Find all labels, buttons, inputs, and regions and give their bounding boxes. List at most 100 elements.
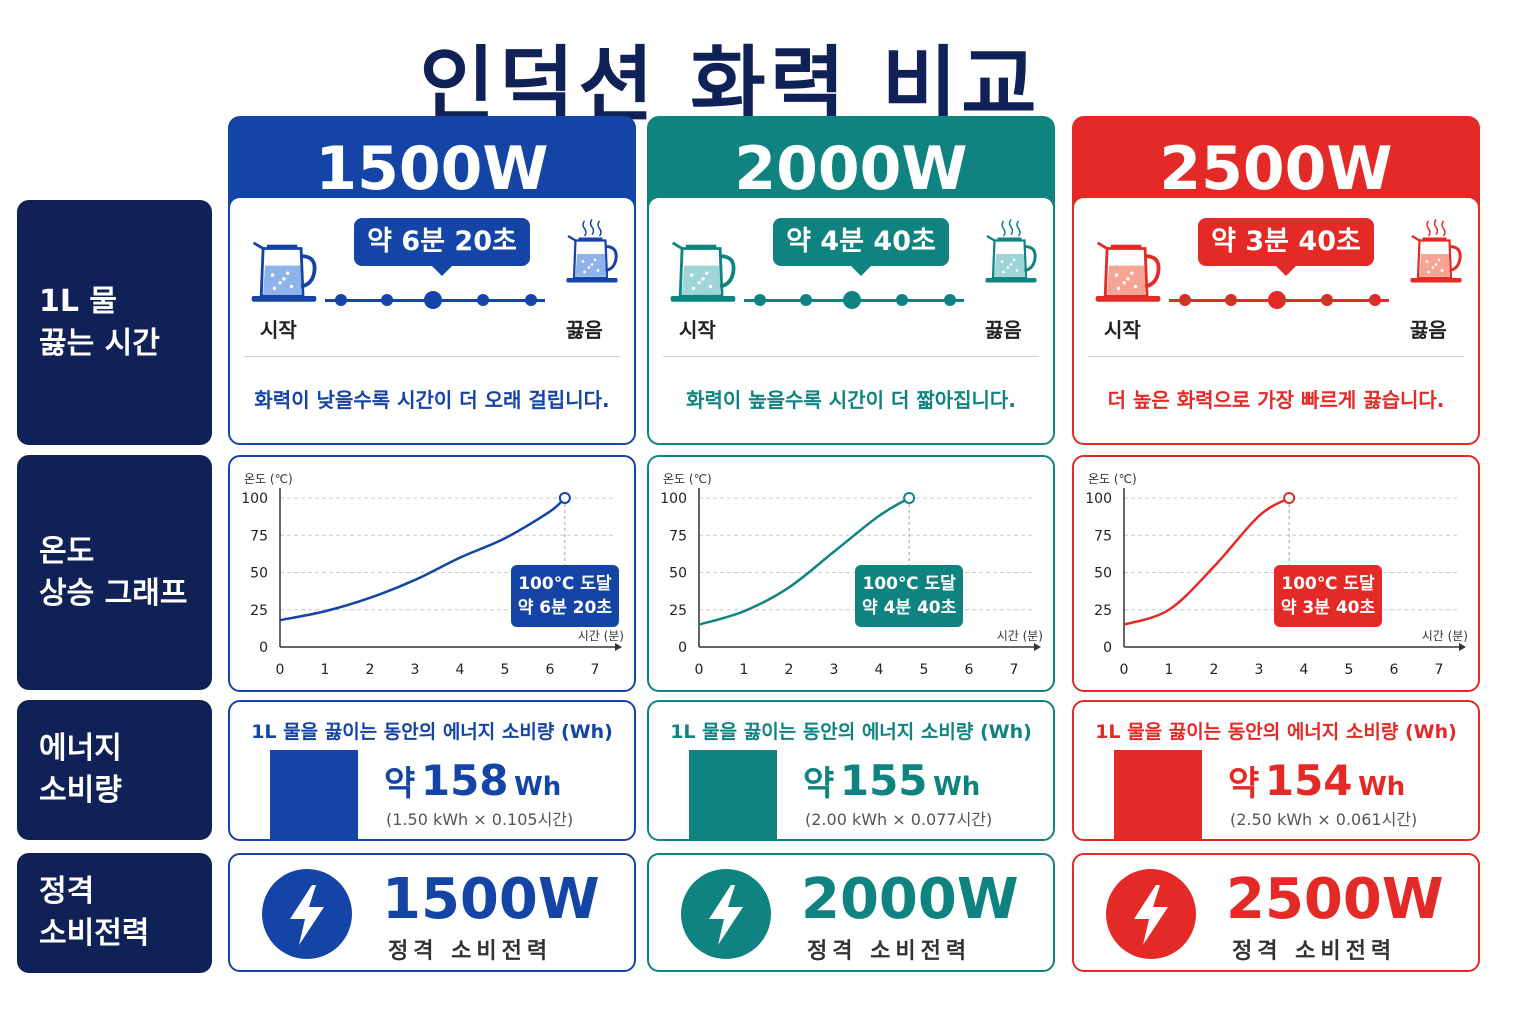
timeline-dot bbox=[335, 294, 347, 306]
energy-value: 약 158 Wh bbox=[384, 756, 561, 805]
x-tick-label: 4 bbox=[1300, 662, 1309, 678]
timeline-dot bbox=[424, 291, 442, 309]
boil-label: 끓음 bbox=[1410, 318, 1447, 342]
x-tick-label: 6 bbox=[1390, 662, 1399, 678]
energy-bar bbox=[270, 750, 358, 839]
y-axis-label: 온도 (℃) bbox=[663, 472, 712, 486]
timeline-dot bbox=[477, 294, 489, 306]
rated-power-label: 정격 소비전력 bbox=[1232, 939, 1397, 964]
start-label: 시작 bbox=[260, 318, 297, 342]
x-axis-label: 시간 (분) bbox=[578, 629, 624, 643]
energy-title: 1L 물을 끓이는 동안의 에너지 소비량 (Wh) bbox=[670, 721, 1032, 743]
boil-point-marker bbox=[903, 492, 916, 504]
x-tick-label: 5 bbox=[920, 662, 929, 678]
y-tick-label: 25 bbox=[669, 603, 687, 619]
y-tick-label: 75 bbox=[1094, 528, 1112, 544]
boil-point-marker bbox=[558, 492, 571, 504]
y-axis-label: 온도 (℃) bbox=[1088, 472, 1137, 486]
boil-time-card: 시작 끓음 약 3분 40초 더 높은 화력으로 가장 빠르게 끓습니다. bbox=[1072, 196, 1480, 445]
temperature-series-line bbox=[279, 497, 566, 622]
x-tick-label: 6 bbox=[965, 662, 974, 678]
y-tick-label: 25 bbox=[250, 603, 268, 619]
x-axis-label: 시간 (분) bbox=[997, 629, 1043, 643]
divider bbox=[663, 356, 1039, 357]
y-tick-label: 50 bbox=[669, 566, 687, 582]
timeline-dot bbox=[1179, 294, 1191, 306]
y-tick-label: 50 bbox=[1094, 566, 1112, 582]
row-label-line: 1L 물 bbox=[39, 283, 118, 319]
kettle-start-icon bbox=[1090, 220, 1166, 308]
x-tick-label: 7 bbox=[1435, 662, 1444, 678]
x-tick-label: 2 bbox=[366, 662, 375, 678]
row-label-line: 에너지 bbox=[39, 731, 122, 766]
timeline-dot bbox=[1321, 294, 1333, 306]
rated-power-label: 정격 소비전력 bbox=[807, 939, 972, 964]
x-tick-label: 3 bbox=[830, 662, 839, 678]
boil-point-marker bbox=[1283, 492, 1296, 504]
x-tick-label: 7 bbox=[1010, 662, 1019, 678]
y-tick-label: 0 bbox=[678, 640, 687, 656]
timeline bbox=[744, 291, 964, 309]
row-label-line: 온도 bbox=[39, 533, 95, 569]
energy-card: 1L 물을 끓이는 동안의 에너지 소비량 (Wh) 약 155 Wh (2.00 … bbox=[647, 700, 1055, 841]
energy-title: 1L 물을 끓이는 동안의 에너지 소비량 (Wh) bbox=[1095, 721, 1457, 743]
reach-annotation: 100℃ 도달 약 4분 40초 bbox=[855, 565, 964, 627]
energy-approx: 약 bbox=[384, 764, 416, 804]
kettle-boiling-icon bbox=[981, 218, 1041, 288]
y-tick-label: 25 bbox=[1094, 603, 1112, 619]
energy-formula: (2.00 kWh × 0.077시간) bbox=[805, 810, 993, 829]
energy-unit: Wh bbox=[933, 772, 981, 802]
energy-approx: 약 bbox=[803, 764, 835, 804]
temperature-chart-card: 온도 (℃) 0 25 50 75 100 0 1 2 3 4 5 6 7 시간 (분) 100℃ 도달 약 6… bbox=[228, 455, 636, 692]
x-tick-label: 3 bbox=[411, 662, 420, 678]
divider bbox=[244, 356, 620, 357]
row-label-line: 소비량 bbox=[39, 773, 122, 808]
energy-value: 약 155 Wh bbox=[803, 756, 980, 805]
boil-time-card: 시작 끓음 약 4분 40초 화력이 높을수록 시간이 더 짧아집니다. bbox=[647, 196, 1055, 445]
timeline-dot bbox=[896, 294, 908, 306]
x-tick-label: 7 bbox=[591, 662, 600, 678]
energy-value: 약 154 Wh bbox=[1228, 756, 1405, 805]
reach-line-1: 100℃ 도달 bbox=[862, 574, 956, 594]
energy-unit: Wh bbox=[514, 772, 562, 802]
temperature-chart: 온도 (℃) 0 25 50 75 100 0 1 2 3 4 5 6 7 시간 (분) bbox=[241, 472, 624, 678]
y-tick-label: 75 bbox=[250, 528, 268, 544]
rated-power-card: 2500W 정격 소비전력 bbox=[1072, 853, 1480, 972]
reach-line-2: 약 3분 40초 bbox=[1280, 598, 1376, 618]
rated-power-value: 2500W bbox=[1226, 867, 1444, 932]
x-tick-label: 4 bbox=[875, 662, 884, 678]
temperature-series-line bbox=[698, 496, 910, 626]
y-tick-label: 100 bbox=[660, 491, 687, 507]
energy-formula: (1.50 kWh × 0.105시간) bbox=[386, 810, 574, 829]
kettle-start-icon bbox=[665, 220, 741, 308]
x-axis-arrow bbox=[1034, 643, 1041, 651]
x-tick-label: 4 bbox=[456, 662, 465, 678]
energy-bar bbox=[689, 750, 777, 839]
timeline bbox=[1169, 291, 1389, 309]
energy-approx: 약 bbox=[1228, 764, 1260, 804]
x-tick-label: 6 bbox=[546, 662, 555, 678]
timeline-dot bbox=[1225, 294, 1237, 306]
temperature-chart-card: 온도 (℃) 0 25 50 75 100 0 1 2 3 4 5 6 7 시간 (분) 100℃ 도달 약 4… bbox=[647, 455, 1055, 692]
row-label-line: 끓는 시간 bbox=[39, 325, 160, 361]
timeline-dot bbox=[944, 294, 956, 306]
rated-power-value: 1500W bbox=[382, 867, 600, 932]
y-tick-label: 0 bbox=[259, 640, 268, 656]
reach-annotation: 100℃ 도달 약 6분 20초 bbox=[510, 565, 619, 627]
timeline-dot bbox=[1268, 291, 1286, 309]
x-tick-label: 5 bbox=[1345, 662, 1354, 678]
boil-time-badge: 약 3분 40초 bbox=[1198, 218, 1374, 276]
temperature-chart-card: 온도 (℃) 0 25 50 75 100 0 1 2 3 4 5 6 7 시간 (분) 100℃ 도달 약 3… bbox=[1072, 455, 1480, 692]
kettle-boiling-icon bbox=[1406, 218, 1466, 288]
row-label-line: 정격 bbox=[39, 874, 95, 909]
kettle-start-icon bbox=[246, 220, 322, 308]
timeline-dot bbox=[754, 294, 766, 306]
start-label: 시작 bbox=[679, 318, 716, 342]
reach-annotation: 100℃ 도달 약 3분 40초 bbox=[1274, 565, 1382, 627]
kettle-boiling-icon bbox=[562, 218, 622, 288]
energy-formula: (2.50 kWh × 0.061시간) bbox=[1230, 810, 1418, 829]
rated-power-card: 1500W 정격 소비전력 bbox=[228, 853, 636, 972]
x-tick-label: 2 bbox=[785, 662, 794, 678]
